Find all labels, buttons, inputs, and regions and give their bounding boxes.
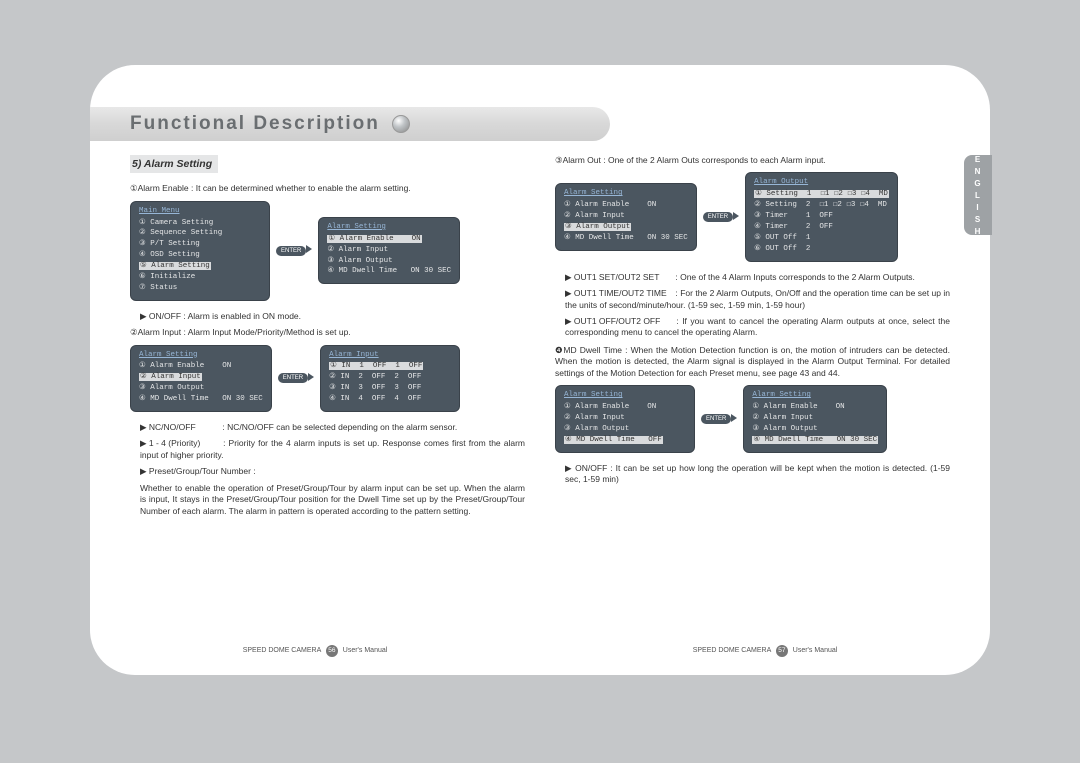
language-tab: ENGLISH xyxy=(964,155,992,235)
section-title: 5) Alarm Setting xyxy=(130,155,218,173)
menu-alarm-output: Alarm Output① Setting 1 ☐1 ☐2 ☐3 ☐4 MD② … xyxy=(745,172,898,261)
enter-arrow: ENTER xyxy=(278,373,314,383)
header-ornament-icon xyxy=(392,115,410,133)
note-preset-text: Whether to enable the operation of Prese… xyxy=(140,483,525,517)
menu-alarm-setting-3: Alarm Setting① Alarm Enable ON② Alarm In… xyxy=(555,183,697,250)
note-out-set: ▶ OUT1 SET/OUT2 SET : One of the 4 Alarm… xyxy=(565,272,950,283)
note-out-time: ▶ OUT1 TIME/OUT2 TIME : For the 2 Alarm … xyxy=(565,288,950,311)
diagram-1: Main Menu① Camera Setting② Sequence Sett… xyxy=(130,201,525,301)
left-column: 5) Alarm Setting ①Alarm Enable : It can … xyxy=(130,155,525,685)
page-title: Functional Description xyxy=(130,113,380,135)
menu-alarm-input: Alarm Input① IN 1 OFF 1 OFF② IN 2 OFF 2 … xyxy=(320,345,460,412)
para-alarm-enable: ①Alarm Enable : It can be determined whe… xyxy=(130,183,525,194)
diagram-3: Alarm Setting① Alarm Enable ON② Alarm In… xyxy=(555,172,950,261)
enter-arrow: ENTER xyxy=(701,414,737,424)
note-preset-label: ▶ Preset/Group/Tour Number : xyxy=(140,466,525,477)
note-md-onoff: ▶ ON/OFF : It can be set up how long the… xyxy=(565,463,950,486)
enter-arrow: ENTER xyxy=(276,246,312,256)
page-number-left: 56 xyxy=(326,645,338,657)
section-header: Functional Description xyxy=(90,107,610,141)
enter-arrow: ENTER xyxy=(703,212,739,222)
footer-left: SPEED DOME CAMERA 56 User's Manual xyxy=(243,645,388,657)
onoff-note: ▶ ON/OFF : Alarm is enabled in ON mode. xyxy=(140,311,525,322)
note-ncno: ▶ NC/NO/OFF : NC/NO/OFF can be selected … xyxy=(140,422,525,433)
para-md-dwell: ❹MD Dwell Time : When the Motion Detecti… xyxy=(555,345,950,379)
manual-page: Functional Description ENGLISH 5) Alarm … xyxy=(90,65,990,675)
page-number-right: 57 xyxy=(776,645,788,657)
page-footer: SPEED DOME CAMERA 56 User's Manual SPEED… xyxy=(90,645,990,657)
menu-main: Main Menu① Camera Setting② Sequence Sett… xyxy=(130,201,270,301)
diagram-4: Alarm Setting① Alarm Enable ON② Alarm In… xyxy=(555,385,950,452)
menu-alarm-setting: Alarm Setting① Alarm Enable ON② Alarm In… xyxy=(318,217,460,284)
note-priority: ▶ 1 - 4 (Priority) : Priority for the 4 … xyxy=(140,438,525,461)
menu-alarm-setting-2: Alarm Setting① Alarm Enable ON② Alarm In… xyxy=(130,345,272,412)
note-out-off: ▶ OUT1 OFF/OUT2 OFF : If you want to can… xyxy=(565,316,950,339)
diagram-2: Alarm Setting① Alarm Enable ON② Alarm In… xyxy=(130,345,525,412)
para-alarm-input: ②Alarm Input : Alarm Input Mode/Priority… xyxy=(130,327,525,338)
menu-alarm-setting-4a: Alarm Setting① Alarm Enable ON② Alarm In… xyxy=(555,385,695,452)
right-column: ③Alarm Out : One of the 2 Alarm Outs cor… xyxy=(555,155,950,685)
content-area: 5) Alarm Setting ①Alarm Enable : It can … xyxy=(130,155,950,685)
para-alarm-out: ③Alarm Out : One of the 2 Alarm Outs cor… xyxy=(555,155,950,166)
menu-alarm-setting-4b: Alarm Setting① Alarm Enable ON② Alarm In… xyxy=(743,385,887,452)
footer-right: SPEED DOME CAMERA 57 User's Manual xyxy=(693,645,838,657)
